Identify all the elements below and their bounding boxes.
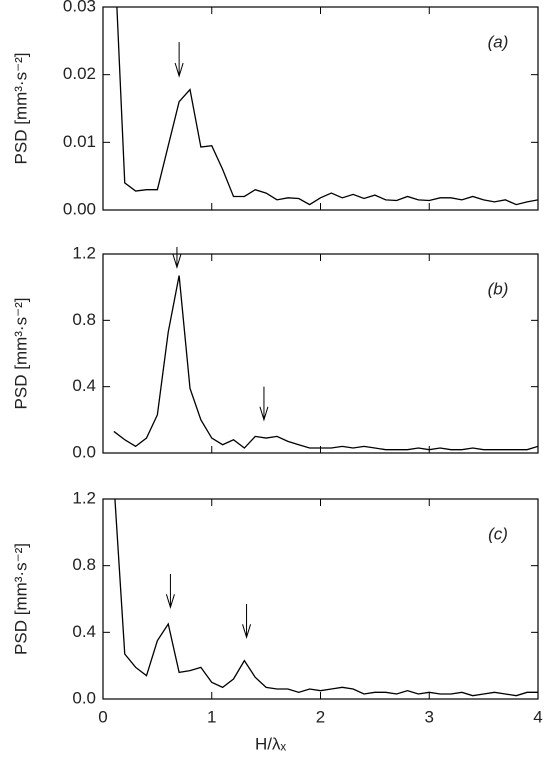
- arrow: [259, 386, 269, 422]
- y-tick-label: 0.0: [72, 688, 96, 707]
- panel-label: (a): [488, 32, 509, 51]
- y-tick-label: 0.8: [72, 310, 96, 329]
- y-tick-label: 1.2: [72, 488, 96, 507]
- x-tick-label: 0: [98, 707, 107, 726]
- x-tick-label: 2: [316, 707, 325, 726]
- y-tick-label: 0.01: [63, 132, 96, 151]
- arrow: [172, 247, 182, 269]
- y-tick-label: 0.00: [63, 199, 96, 218]
- data-line: [114, 499, 538, 697]
- arrow: [242, 604, 252, 640]
- data-line: [116, 7, 538, 206]
- y-tick-label: 0.0: [72, 442, 96, 461]
- y-tick-label: 0.03: [63, 0, 96, 15]
- y-tick-label: 0.02: [63, 64, 96, 83]
- plot-frame: [102, 253, 539, 454]
- x-axis-label: H/λₓ: [255, 734, 287, 753]
- panel-label: (b): [488, 279, 509, 298]
- panel-label: (c): [488, 524, 508, 543]
- x-tick-label: 1: [207, 707, 216, 726]
- y-tick-label: 0.4: [72, 376, 96, 395]
- plot-frame: [102, 6, 539, 211]
- arrow: [174, 42, 184, 78]
- data-line: [113, 275, 538, 451]
- plot-frame: [102, 498, 539, 700]
- x-tick-label: 3: [425, 707, 434, 726]
- y-tick-label: 1.2: [72, 243, 96, 262]
- y-tick-label: 0.8: [72, 555, 96, 574]
- y-axis-label: PSD [mm³·s⁻²]: [11, 543, 30, 655]
- x-tick-label: 4: [533, 707, 542, 726]
- arrow: [165, 574, 175, 610]
- y-axis-label: PSD [mm³·s⁻²]: [11, 298, 30, 410]
- y-tick-label: 0.4: [72, 622, 96, 641]
- y-axis-label: PSD [mm³·s⁻²]: [11, 53, 30, 165]
